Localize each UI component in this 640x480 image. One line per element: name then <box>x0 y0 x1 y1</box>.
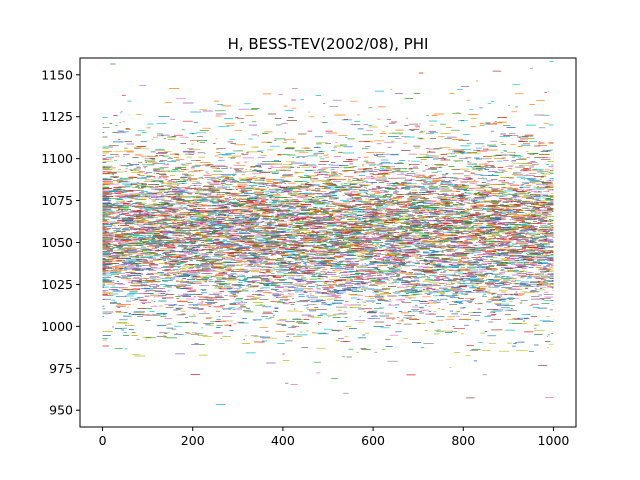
series-line <box>102 162 554 272</box>
series-line <box>102 146 554 236</box>
x-tick-label: 600 <box>361 433 385 448</box>
x-tick-label: 0 <box>99 433 107 448</box>
series-line <box>102 263 549 362</box>
series-line <box>102 160 554 264</box>
series-line <box>102 255 547 347</box>
series-line <box>102 209 550 298</box>
series-line <box>102 216 549 328</box>
y-tick-label: 1075 <box>41 193 73 208</box>
series-line <box>102 163 546 290</box>
series-line <box>102 170 554 257</box>
plot-area <box>79 57 577 428</box>
series-line <box>102 130 553 307</box>
series-line <box>102 231 552 326</box>
series-layer <box>102 60 554 405</box>
x-tick-label: 200 <box>181 433 205 448</box>
series-line <box>102 118 552 217</box>
series-line <box>102 130 554 305</box>
series-line <box>102 159 551 343</box>
series-line <box>102 192 548 270</box>
series-line <box>102 201 554 303</box>
series-line <box>102 202 550 306</box>
series-line <box>102 93 550 187</box>
series-line <box>102 181 554 261</box>
chart-title: H, BESS-TEV(2002/08), PHI <box>228 35 429 53</box>
series-line <box>102 213 550 303</box>
y-tick-label: 1125 <box>41 109 73 124</box>
series-line <box>102 126 554 206</box>
series-line <box>102 198 548 290</box>
series-line <box>102 108 553 221</box>
series-line <box>102 60 554 179</box>
series-line <box>102 121 551 204</box>
series-line <box>102 184 547 267</box>
series-line <box>102 187 554 293</box>
x-tick-label: 800 <box>451 433 475 448</box>
y-tick-label: 950 <box>49 403 73 418</box>
series-line <box>102 163 552 304</box>
series-line <box>102 154 553 278</box>
series-line <box>102 115 550 212</box>
series-line <box>102 85 554 385</box>
x-tick-label: 400 <box>271 433 295 448</box>
series-line <box>102 161 554 264</box>
y-tick-label: 1050 <box>41 235 73 250</box>
series-line <box>102 191 554 305</box>
series-line <box>102 181 552 340</box>
series-line <box>102 162 554 241</box>
series-line <box>102 204 552 299</box>
y-tick-label: 1000 <box>41 319 73 334</box>
y-tick-label: 1150 <box>41 67 73 82</box>
series-line <box>102 228 554 310</box>
series-line <box>102 88 554 188</box>
series-line <box>102 138 548 264</box>
series-line <box>102 102 554 222</box>
y-tick-label: 975 <box>49 361 73 376</box>
series-line <box>102 218 554 331</box>
series-line <box>102 208 554 312</box>
x-tick-label: 1000 <box>538 433 570 448</box>
series-line <box>102 273 554 368</box>
series-line <box>102 157 550 254</box>
series-line <box>102 134 548 240</box>
x-axis: 0 200 400 600 800 1000 <box>99 427 570 448</box>
series-line <box>102 117 552 335</box>
y-tick-label: 1100 <box>41 151 73 166</box>
series-line <box>102 95 554 191</box>
y-axis: 950 975 1000 1025 1050 1075 1100 1125 1150 <box>41 67 80 418</box>
series-line <box>102 72 548 235</box>
y-tick-label: 1025 <box>41 277 73 292</box>
